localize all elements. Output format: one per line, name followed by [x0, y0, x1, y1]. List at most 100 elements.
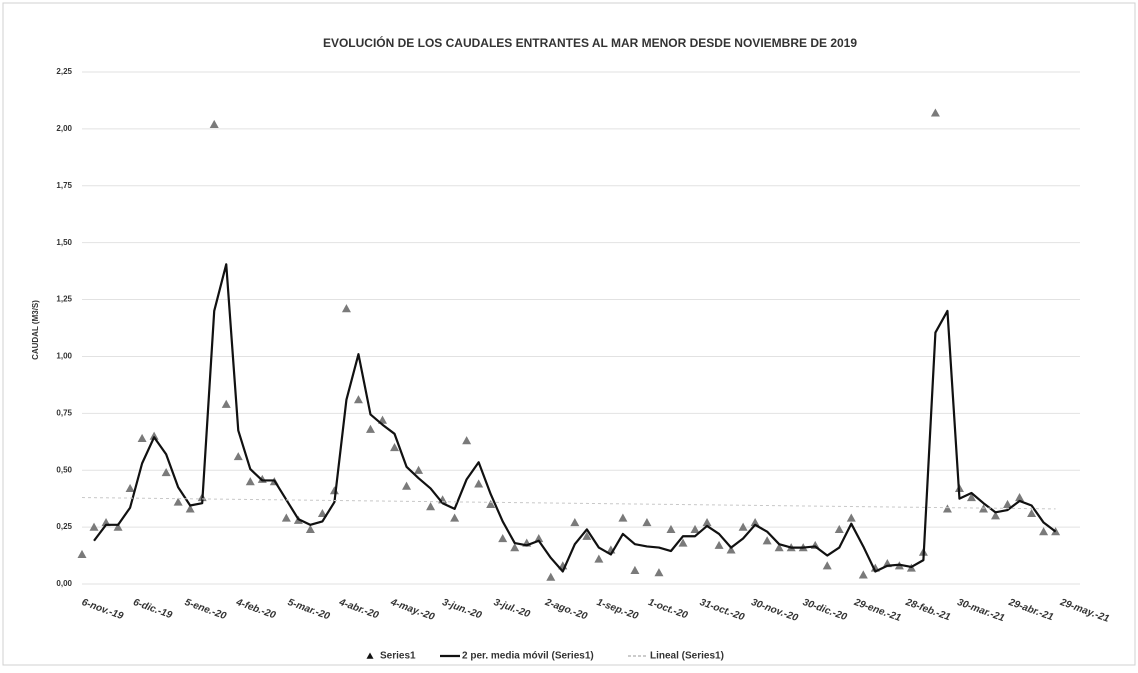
- legend-label: 2 per. media móvil (Series1): [462, 651, 594, 662]
- data-point: [991, 511, 1001, 520]
- data-point: [486, 499, 496, 508]
- y-tick-label: 0,75: [56, 408, 72, 417]
- data-point: [546, 572, 556, 581]
- data-point: [137, 433, 147, 442]
- x-tick-label: 3-jun.-20: [441, 597, 484, 622]
- data-point: [402, 481, 412, 490]
- data-point: [353, 395, 363, 404]
- data-point: [690, 524, 700, 533]
- data-point: [245, 477, 255, 486]
- data-point: [390, 442, 400, 452]
- data-point: [822, 561, 832, 570]
- data-point: [149, 431, 159, 440]
- x-tick-label: 30-nov.-20: [750, 597, 800, 624]
- data-point: [233, 452, 243, 461]
- y-tick-label: 1,50: [56, 238, 72, 247]
- x-tick-label: 30-mar.-21: [956, 597, 1007, 624]
- data-point: [498, 533, 508, 543]
- legend-marker: [366, 652, 374, 659]
- data-point: [474, 479, 484, 488]
- y-tick-label: 1,75: [56, 181, 72, 190]
- x-tick-label: 29-may.-21: [1058, 597, 1111, 625]
- data-point: [414, 465, 424, 474]
- data-point: [834, 524, 844, 533]
- x-tick-label: 5-ene.-20: [183, 597, 228, 622]
- data-point: [726, 545, 736, 554]
- data-point: [341, 304, 351, 313]
- data-point: [77, 549, 87, 559]
- x-tick-label: 29-abr.-21: [1006, 597, 1055, 624]
- data-point: [666, 524, 676, 533]
- data-point: [618, 513, 628, 522]
- x-tick-label: 30-dic.-20: [801, 597, 849, 623]
- y-tick-label: 1,25: [56, 295, 72, 304]
- data-point: [738, 522, 748, 531]
- data-point: [630, 565, 640, 574]
- data-point: [365, 424, 375, 433]
- data-point: [281, 513, 291, 522]
- y-axis-label: CAUDAL (M3/S): [31, 300, 40, 360]
- x-tick-label: 3-jul.-20: [492, 597, 532, 620]
- data-point: [305, 524, 315, 533]
- data-point: [570, 518, 580, 527]
- x-tick-label: 31-oct.-20: [698, 597, 746, 623]
- data-point: [185, 504, 195, 513]
- data-point: [858, 570, 868, 579]
- data-point: [1039, 527, 1049, 536]
- y-tick-label: 2,25: [56, 67, 72, 76]
- data-point: [654, 568, 664, 577]
- y-tick-label: 0,00: [56, 579, 72, 588]
- data-point: [462, 436, 472, 445]
- data-point: [642, 518, 652, 527]
- x-tick-label: 4-feb.-20: [234, 597, 278, 622]
- data-point: [1015, 493, 1025, 502]
- data-point: [846, 513, 856, 522]
- data-point: [534, 533, 544, 543]
- y-tick-label: 0,50: [56, 465, 72, 474]
- data-point: [113, 522, 123, 531]
- y-tick-label: 1,00: [56, 352, 72, 361]
- data-point: [930, 108, 940, 117]
- data-point: [594, 554, 604, 563]
- data-point: [702, 518, 712, 527]
- x-tick-label: 6-dic.-19: [132, 597, 174, 621]
- x-tick-label: 4-abr.-20: [337, 597, 381, 622]
- legend-label: Series1: [380, 651, 416, 662]
- data-point: [966, 493, 976, 502]
- data-point: [1027, 508, 1037, 518]
- data-point: [714, 540, 724, 549]
- data-point: [161, 467, 171, 477]
- data-point: [750, 518, 760, 527]
- data-point: [209, 119, 219, 128]
- x-tick-label: 29-ene.-21: [852, 597, 903, 625]
- legend-label: Lineal (Series1): [650, 651, 724, 662]
- y-tick-label: 0,25: [56, 522, 72, 531]
- data-point: [221, 399, 231, 408]
- x-tick-label: 1-sep.-20: [595, 597, 640, 622]
- data-point: [1003, 499, 1013, 508]
- data-point: [762, 536, 772, 545]
- data-point: [426, 502, 436, 511]
- moving-average-line: [93, 263, 1057, 573]
- data-point: [89, 522, 99, 531]
- x-tick-label: 4-may.-20: [388, 597, 436, 623]
- x-tick-label: 2-ago.-20: [543, 597, 589, 623]
- chart-title: EVOLUCIÓN DE LOS CAUDALES ENTRANTES AL M…: [323, 35, 857, 50]
- x-tick-label: 1-oct.-20: [647, 597, 690, 622]
- data-point: [510, 543, 520, 552]
- x-tick-label: 5-mar.-20: [286, 597, 331, 623]
- data-point: [582, 531, 592, 540]
- data-point: [125, 483, 135, 493]
- data-point: [317, 508, 327, 518]
- x-tick-label: 28-feb.-21: [903, 597, 952, 624]
- y-tick-label: 2,00: [56, 124, 72, 133]
- data-point: [450, 513, 460, 522]
- data-point: [173, 497, 183, 506]
- data-point: [678, 538, 688, 547]
- x-tick-label: 6-nov.-19: [80, 597, 125, 622]
- data-point: [774, 543, 784, 552]
- trend-line: [81, 497, 1056, 510]
- data-point: [942, 504, 952, 513]
